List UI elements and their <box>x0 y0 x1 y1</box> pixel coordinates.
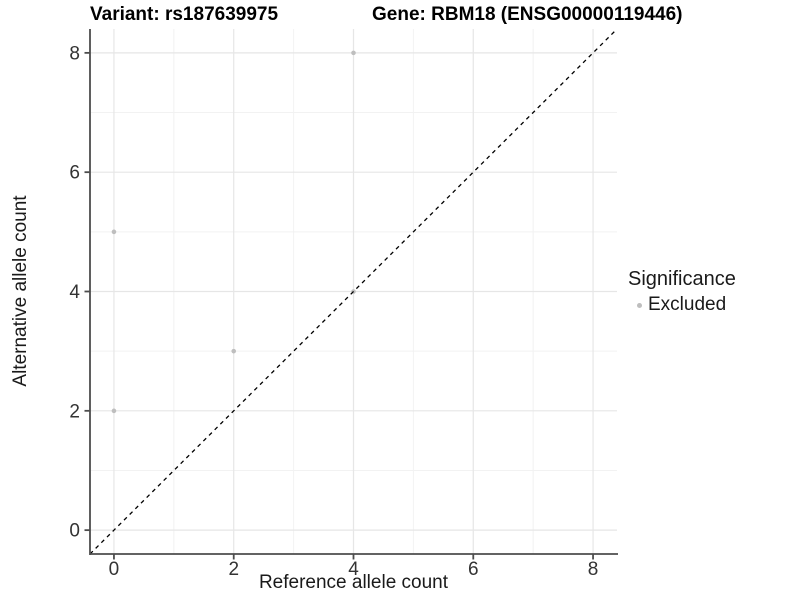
x-tick-label: 0 <box>109 559 120 580</box>
y-tick-label: 2 <box>69 401 80 422</box>
x-tick-label: 6 <box>468 559 479 580</box>
data-point <box>351 50 356 56</box>
y-axis-label: Alternative allele count <box>10 195 31 387</box>
x-tick-label: 4 <box>348 559 359 580</box>
data-point <box>231 348 237 354</box>
x-tick-label: 2 <box>228 559 239 580</box>
y-tick-label: 0 <box>69 521 80 542</box>
data-point <box>111 229 117 235</box>
y-tick-label: 4 <box>69 282 80 303</box>
y-tick-label: 8 <box>69 43 80 64</box>
data-point <box>111 408 117 414</box>
legend: Significance Excluded <box>628 268 736 316</box>
legend-point-swatch-icon <box>637 302 642 308</box>
y-tick-label: 6 <box>69 163 80 184</box>
plot-title-variant: Variant: rs187639975 <box>90 4 279 25</box>
x-tick-label: 8 <box>588 559 599 580</box>
legend-title: Significance <box>628 268 736 290</box>
plot-title-gene: Gene: RBM18 (ENSG00000119446) <box>372 4 683 25</box>
legend-entry-label: Excluded <box>648 294 727 315</box>
identity-line <box>89 28 618 555</box>
x-axis-label: Reference allele count <box>258 572 449 593</box>
legend-entry: Excluded <box>628 294 736 316</box>
